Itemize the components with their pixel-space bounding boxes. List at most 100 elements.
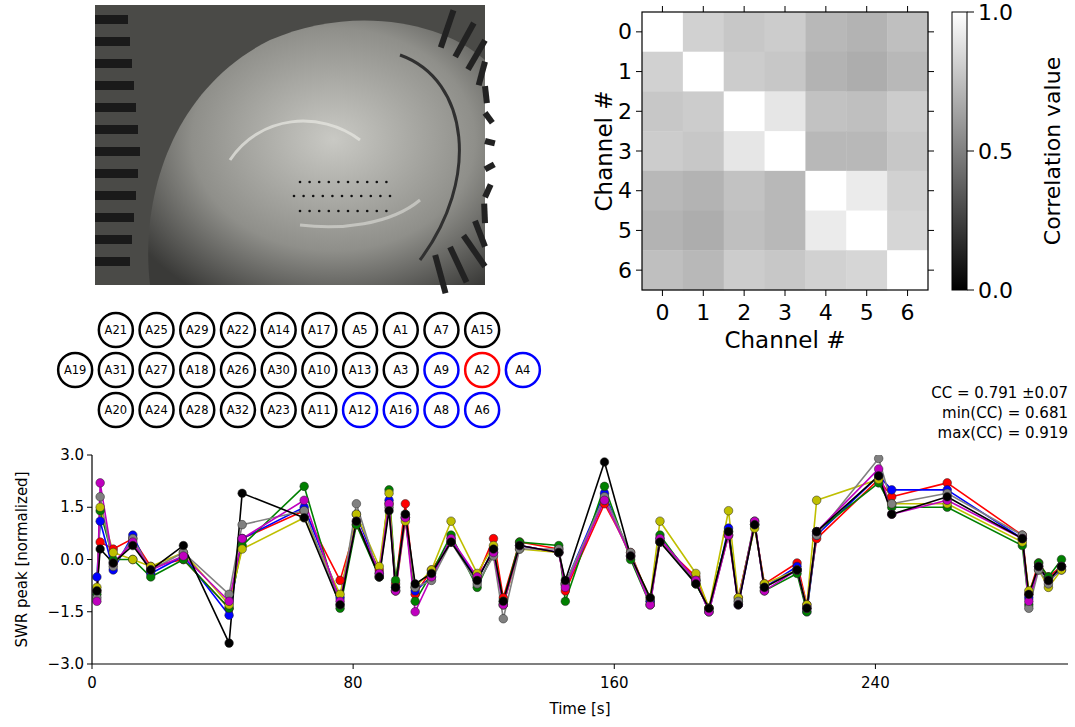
y-tick-label: 2	[618, 99, 632, 124]
electrode-dot	[366, 210, 369, 213]
electrode	[99, 313, 133, 347]
heatmap-cell	[805, 131, 846, 171]
x-tick	[744, 290, 745, 296]
series-line	[97, 462, 1062, 643]
electrode-label: A13	[349, 363, 372, 377]
series-marker	[803, 604, 812, 613]
annotation: max(CC) = 0.919	[938, 424, 1068, 442]
series-marker	[515, 541, 524, 550]
series-marker	[427, 569, 436, 578]
electrode	[424, 393, 458, 427]
x-tick-label: 80	[344, 674, 363, 692]
electrode-dot	[366, 181, 369, 184]
electrode-dot	[318, 210, 321, 213]
series-marker	[793, 566, 802, 575]
electrode-label: A21	[105, 323, 128, 337]
electrode-dot	[328, 181, 331, 184]
heatmap-cell	[887, 211, 928, 251]
heatmap-cell	[805, 52, 846, 92]
series-marker	[411, 580, 420, 589]
y-tick-label: 0.0	[60, 551, 84, 569]
series-marker	[750, 520, 759, 529]
y-tick-label: 1	[618, 59, 632, 84]
colorbar: 0.00.51.0Correlation value	[952, 0, 1065, 303]
y-tick	[636, 270, 642, 271]
electrode-label: A5	[352, 323, 367, 337]
series-marker	[93, 587, 102, 596]
slice-photo	[95, 5, 495, 293]
electrode-label: A7	[434, 323, 449, 337]
heatmap-cell	[846, 211, 887, 251]
heatmap-cell	[683, 91, 724, 131]
electrode-dot	[356, 210, 359, 213]
series-marker	[96, 479, 105, 488]
electrode-dot	[308, 181, 311, 184]
series-marker	[1034, 562, 1043, 571]
series-marker	[812, 527, 821, 536]
electrode-dot	[350, 195, 353, 198]
series-marker	[336, 600, 345, 609]
series-marker	[1018, 534, 1027, 543]
electrode-label: A11	[308, 403, 331, 417]
electrode-label: A27	[145, 363, 168, 377]
electrode	[343, 313, 377, 347]
series-marker	[734, 600, 743, 609]
comb-stripe	[95, 15, 128, 24]
series-marker	[515, 541, 524, 550]
comb-stripe	[455, 23, 474, 57]
y-tick-label: 6	[618, 258, 632, 283]
series-marker	[447, 538, 456, 547]
comb-stripe	[485, 113, 492, 123]
electrode	[180, 313, 214, 347]
annotation: CC = 0.791 ±0.07	[931, 384, 1068, 402]
electrode-label: A2	[475, 363, 490, 377]
heatmap-cell	[683, 52, 724, 92]
series-marker	[96, 517, 105, 526]
heatmap-cell	[805, 12, 846, 52]
electrode	[343, 353, 377, 387]
comb-stripe	[95, 235, 132, 244]
series-marker	[793, 566, 802, 575]
comb-stripe	[481, 204, 488, 224]
electrode	[343, 393, 377, 427]
x-tick-label: 2	[737, 300, 751, 325]
figure: A21A25A29A22A14A17A5A1A7A15A19A31A27A18A…	[0, 0, 1075, 727]
electrode-label: A24	[145, 403, 168, 417]
series-marker	[1057, 562, 1066, 571]
heatmap-cell	[887, 250, 928, 290]
series-marker	[447, 538, 456, 547]
slice-edge	[400, 55, 459, 260]
x-tick-label: 6	[901, 300, 915, 325]
heatmap-cell	[724, 91, 765, 131]
x-tick	[866, 290, 867, 296]
y-axis-title: SWR peak [normalized]	[13, 472, 31, 648]
series-marker	[300, 513, 309, 522]
y-tick	[928, 31, 934, 32]
series-marker	[352, 517, 361, 526]
electrode-label: A29	[186, 323, 209, 337]
series-marker	[600, 496, 609, 505]
series-marker	[887, 499, 896, 508]
series-group	[93, 455, 1066, 647]
series-marker	[109, 548, 118, 557]
series-marker	[1044, 576, 1053, 585]
series-marker	[734, 600, 743, 609]
electrode-dot	[322, 195, 325, 198]
electrode-dot	[308, 210, 311, 213]
heatmap-cell	[887, 171, 928, 211]
series-marker	[1018, 534, 1027, 543]
y-tick-label: 3	[618, 139, 632, 164]
x-tick-label: 1	[696, 300, 710, 325]
series-marker	[238, 489, 247, 498]
series-marker	[300, 482, 309, 491]
series-marker	[760, 583, 769, 592]
x-tick	[353, 664, 354, 669]
heatmap-cell	[724, 211, 765, 251]
series-marker	[1034, 562, 1043, 571]
electrode	[140, 353, 174, 387]
heatmap-cell	[683, 171, 724, 211]
heatmap-cell	[642, 131, 683, 171]
heatmap-cell	[683, 12, 724, 52]
comb-stripe	[450, 247, 466, 282]
heatmap-cell	[765, 211, 806, 251]
